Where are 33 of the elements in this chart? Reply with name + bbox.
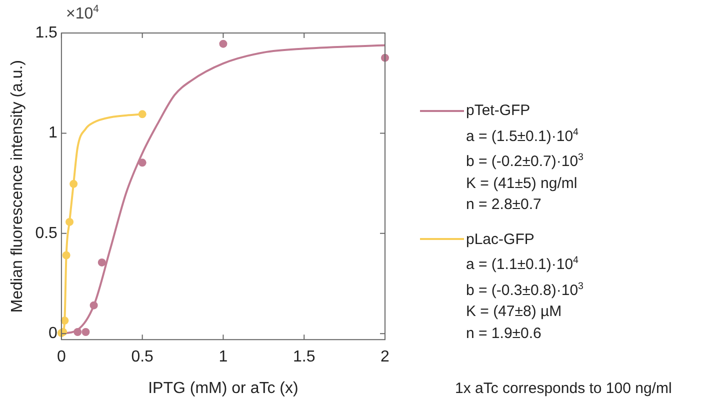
text: n = 2.8±0.7 xyxy=(466,195,542,215)
x-tick-label: 1 xyxy=(218,348,228,366)
y-axis-title: Median fluorescence intensity (a.u.) xyxy=(9,60,26,313)
text: 1x aTc corresponds to 100 ng/ml xyxy=(455,380,672,397)
point xyxy=(60,316,69,325)
y-tick-label: 0 xyxy=(48,324,58,342)
text: b = (-0.2±0.7)·10$^{3}$ xyxy=(466,151,584,172)
text: a = (1.5±0.1)·10$^{4}$ xyxy=(466,126,580,146)
point xyxy=(74,328,82,336)
point xyxy=(82,328,90,336)
x-tick-label: 0.5 xyxy=(131,348,154,366)
y-tick-label: 1 xyxy=(48,124,58,142)
point xyxy=(90,301,98,310)
point xyxy=(138,158,146,167)
x-tick-label: 2 xyxy=(380,348,390,366)
x-tick-label: 1.5 xyxy=(292,348,316,366)
legend-label: pLac-GFP xyxy=(466,230,534,250)
point xyxy=(62,251,70,260)
point xyxy=(66,218,74,226)
point xyxy=(219,40,228,48)
text: a = (1.1±0.1)·10$^{4}$ xyxy=(466,254,580,275)
text: K = (41±5) ng/ml xyxy=(466,174,578,194)
y-tick-label: 1.5 xyxy=(35,24,58,42)
y-tick-label: 0.5 xyxy=(35,224,58,242)
point xyxy=(138,110,146,118)
text: K = (47±8) µM xyxy=(466,302,563,322)
legend-label: pTet-GFP xyxy=(466,101,530,121)
text: b = (-0.3±0.8)·10$^{3}$ xyxy=(466,280,584,300)
text: ×10$^{4}$ xyxy=(66,4,99,24)
point xyxy=(98,258,106,266)
x-axis-title: IPTG (mM) or aTc (x) xyxy=(148,380,298,397)
text: n = 1.9±0.6 xyxy=(466,324,542,344)
point xyxy=(70,180,78,188)
